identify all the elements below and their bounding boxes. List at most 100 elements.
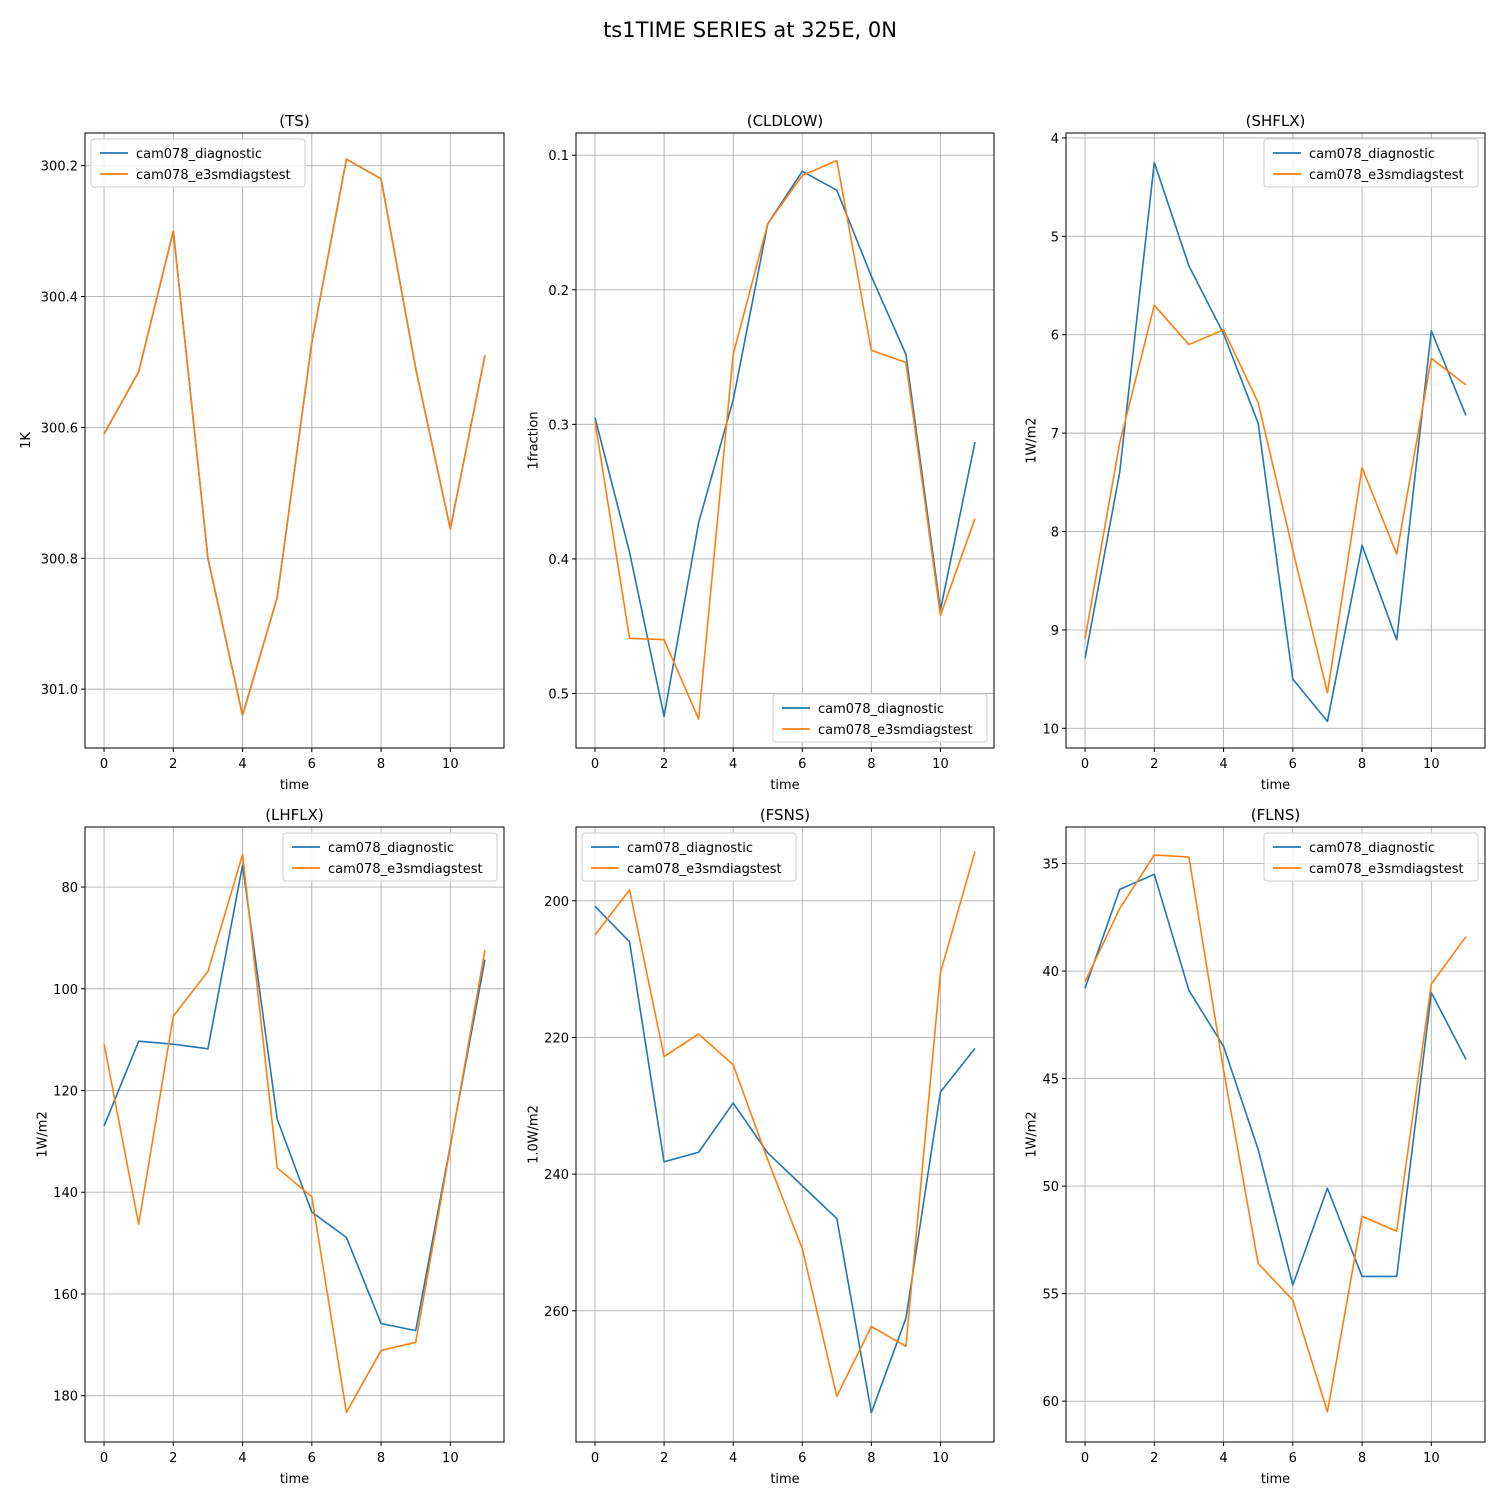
y-tick-label: 180 (53, 1390, 78, 1405)
x-axis-label: time (1261, 778, 1290, 793)
x-tick-label: 10 (932, 757, 949, 772)
series-line-1 (594, 170, 976, 718)
y-tick-label: 0.1 (548, 149, 569, 164)
plot-area (1066, 827, 1485, 1442)
legend-label-1: cam078_diagnostic (818, 702, 944, 717)
y-tick-label: 0.2 (548, 284, 569, 299)
x-tick-label: 8 (377, 1451, 385, 1466)
x-tick-label: 0 (1081, 1451, 1089, 1466)
panel-2: 0 2 4 6 8 10 4 5 6 7 8 9 10 (SHFLX) time 1W/m2 cam078_di… (1025, 112, 1486, 793)
legend-label-2: cam078_e3smdiagstest (136, 168, 291, 183)
series-line-2 (1084, 854, 1467, 1413)
y-tick-label: 10 (1042, 722, 1059, 737)
x-tick-label: 2 (1150, 1451, 1158, 1466)
x-tick-label: 0 (100, 757, 108, 772)
y-tick-label: 140 (53, 1186, 78, 1201)
x-tick-label: 0 (100, 1451, 108, 1466)
legend: cam078_diagnostic cam078_e3smdiagstest (90, 138, 306, 188)
axes-frame (1065, 826, 1486, 1443)
y-tick-label: 35 (1042, 858, 1059, 873)
y-axis-label: 1K (19, 432, 34, 449)
y-tick-label: 8 (1051, 526, 1059, 541)
legend: cam078_diagnostic cam078_e3smdiagstest (772, 693, 988, 743)
x-tick-label: 10 (1423, 1451, 1440, 1466)
y-axis-label: 1W/m2 (1025, 417, 1040, 463)
y-axis-label: 1fraction (526, 411, 541, 469)
x-tick-label: 0 (1081, 757, 1089, 772)
legend-box (90, 138, 306, 188)
series-line-1 (1084, 873, 1467, 1286)
legend-label-1: cam078_diagnostic (1309, 841, 1435, 856)
axes-frame (84, 132, 505, 749)
y-tick-label: 0.4 (548, 553, 569, 568)
y-tick-label: 0.5 (548, 687, 569, 702)
x-axis-label: time (1261, 1472, 1290, 1487)
x-tick-label: 6 (1289, 1451, 1297, 1466)
x-tick-label: 4 (238, 757, 246, 772)
y-tick-label: 160 (53, 1288, 78, 1303)
x-tick-label: 10 (442, 1451, 459, 1466)
x-tick-label: 10 (442, 757, 459, 772)
x-tick-label: 8 (867, 757, 875, 772)
x-tick-label: 6 (1289, 757, 1297, 772)
x-tick-label: 6 (308, 1451, 316, 1466)
y-tick-label: 60 (1042, 1395, 1059, 1410)
y-tick-label: 120 (53, 1084, 78, 1099)
legend-label-1: cam078_diagnostic (627, 841, 753, 856)
y-tick-label: 9 (1051, 624, 1059, 639)
y-tick-label: 6 (1051, 329, 1059, 344)
y-tick-label: 300.4 (41, 291, 78, 306)
x-tick-label: 4 (1219, 757, 1227, 772)
panel-title: (TS) (279, 112, 309, 130)
y-tick-label: 80 (61, 881, 78, 896)
y-tick-label: 300.8 (41, 552, 78, 567)
x-tick-label: 10 (932, 1451, 949, 1466)
y-tick-label: 40 (1042, 965, 1059, 980)
x-tick-label: 4 (238, 1451, 246, 1466)
x-tick-label: 2 (169, 1451, 177, 1466)
axes-frame (575, 132, 995, 749)
panel-3: 0 2 4 6 8 10 80 100 120 140 160 180 (LHFLX) time 1W/m2… (35, 806, 505, 1487)
x-tick-label: 0 (591, 1451, 599, 1466)
x-tick-label: 4 (1219, 1451, 1227, 1466)
y-tick-label: 45 (1042, 1073, 1059, 1088)
x-tick-label: 10 (1423, 757, 1440, 772)
series-line-2 (594, 159, 976, 720)
x-tick-label: 2 (660, 1451, 668, 1466)
plot-area (85, 133, 504, 748)
legend-label-2: cam078_e3smdiagstest (1309, 168, 1464, 183)
series-line-2 (103, 853, 486, 1414)
legend-label-2: cam078_e3smdiagstest (1309, 862, 1464, 877)
panels: 0 2 4 6 8 10 300.2 300.4 300.6 300.8 301.0 (TS) time… (19, 112, 1486, 1487)
x-tick-label: 8 (867, 1451, 875, 1466)
panel-title: (FLNS) (1251, 806, 1300, 824)
x-tick-label: 6 (308, 757, 316, 772)
legend-box (581, 832, 797, 882)
y-tick-label: 55 (1042, 1288, 1059, 1303)
y-tick-label: 200 (544, 895, 569, 910)
legend-label-1: cam078_diagnostic (136, 147, 262, 162)
x-tick-label: 8 (377, 757, 385, 772)
y-tick-label: 260 (544, 1305, 569, 1320)
y-tick-label: 300.2 (41, 160, 78, 175)
x-axis-label: time (280, 778, 309, 793)
plot-area (85, 827, 504, 1442)
y-tick-label: 220 (544, 1031, 569, 1046)
y-axis-label: 1W/m2 (35, 1111, 50, 1157)
panel-title: (CLDLOW) (747, 112, 824, 130)
series-line-2 (594, 851, 976, 1398)
x-tick-label: 8 (1358, 757, 1366, 772)
legend: cam078_diagnostic cam078_e3smdiagstest (1263, 138, 1479, 188)
series-line-1 (103, 864, 486, 1332)
y-tick-label: 240 (544, 1168, 569, 1183)
legend: cam078_diagnostic cam078_e3smdiagstest (1263, 832, 1479, 882)
x-tick-label: 6 (798, 1451, 806, 1466)
y-tick-label: 5 (1051, 230, 1059, 245)
x-axis-label: time (770, 1472, 799, 1487)
legend-box (282, 832, 498, 882)
x-tick-label: 4 (729, 1451, 737, 1466)
x-tick-label: 2 (169, 757, 177, 772)
x-tick-label: 4 (729, 757, 737, 772)
y-tick-label: 301.0 (41, 683, 78, 698)
